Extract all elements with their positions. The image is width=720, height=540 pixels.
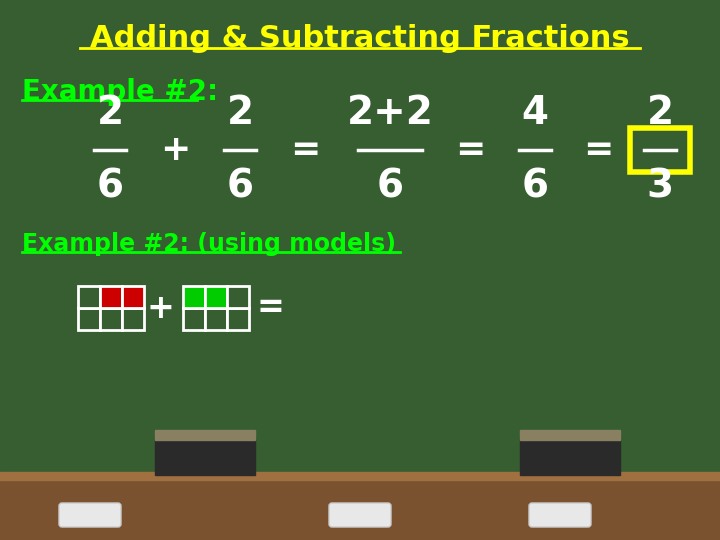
Text: =: = bbox=[582, 133, 613, 167]
Text: 4: 4 bbox=[521, 94, 549, 132]
Bar bbox=[0, 475, 720, 540]
Bar bbox=[100, 286, 122, 308]
Text: 2: 2 bbox=[647, 94, 674, 132]
Bar bbox=[155, 437, 255, 475]
Text: 6: 6 bbox=[96, 168, 124, 206]
Bar bbox=[227, 286, 249, 308]
Text: 3: 3 bbox=[647, 168, 674, 206]
Text: 6: 6 bbox=[377, 168, 403, 206]
Text: Adding & Subtracting Fractions: Adding & Subtracting Fractions bbox=[90, 24, 630, 53]
Bar bbox=[155, 430, 255, 440]
Text: 6: 6 bbox=[227, 168, 253, 206]
Bar bbox=[122, 308, 144, 330]
Bar bbox=[205, 286, 227, 308]
Bar bbox=[78, 286, 100, 308]
Bar bbox=[227, 308, 249, 330]
Bar bbox=[205, 308, 227, 330]
Text: 2: 2 bbox=[96, 94, 124, 132]
Bar bbox=[100, 308, 122, 330]
FancyBboxPatch shape bbox=[529, 503, 591, 527]
Bar bbox=[520, 430, 620, 440]
FancyBboxPatch shape bbox=[59, 503, 121, 527]
Text: =: = bbox=[455, 133, 485, 167]
Bar bbox=[78, 308, 100, 330]
Text: =: = bbox=[290, 133, 320, 167]
Text: 2+2: 2+2 bbox=[346, 94, 433, 132]
Text: +: + bbox=[160, 133, 190, 167]
FancyBboxPatch shape bbox=[329, 503, 391, 527]
Text: Example #2:: Example #2: bbox=[22, 78, 218, 106]
Text: 6: 6 bbox=[521, 168, 549, 206]
Bar bbox=[183, 286, 205, 308]
Text: =: = bbox=[256, 292, 284, 325]
Bar bbox=[0, 472, 720, 480]
Bar bbox=[630, 128, 690, 172]
Bar bbox=[183, 308, 205, 330]
Text: Example #2: (using models): Example #2: (using models) bbox=[22, 232, 396, 256]
Bar bbox=[520, 437, 620, 475]
Text: +: + bbox=[146, 292, 174, 325]
Text: 2: 2 bbox=[226, 94, 253, 132]
Bar bbox=[122, 286, 144, 308]
